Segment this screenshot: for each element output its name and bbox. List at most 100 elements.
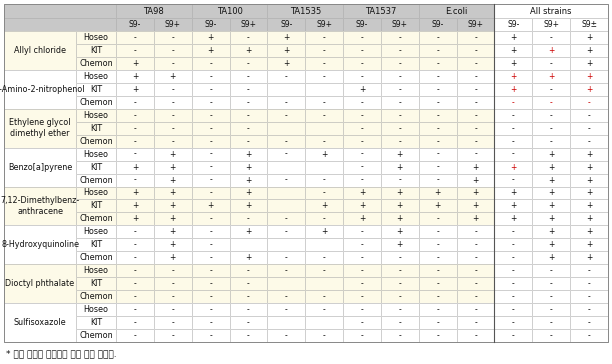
Text: -: - xyxy=(171,98,174,107)
Bar xyxy=(419,213,457,225)
Bar xyxy=(532,329,570,342)
Text: +: + xyxy=(548,201,554,210)
Bar xyxy=(343,96,381,109)
Bar xyxy=(343,44,381,57)
Bar xyxy=(76,225,116,238)
Bar xyxy=(116,31,154,44)
Bar xyxy=(343,83,381,96)
Bar xyxy=(76,251,116,264)
Bar xyxy=(532,161,570,174)
Bar xyxy=(570,31,608,44)
Bar xyxy=(154,135,192,148)
Text: -: - xyxy=(285,175,288,185)
Text: -: - xyxy=(171,279,174,288)
Bar xyxy=(381,161,419,174)
Bar xyxy=(343,225,381,238)
Bar xyxy=(419,225,457,238)
Bar xyxy=(381,135,419,148)
Text: +: + xyxy=(510,214,517,223)
Bar xyxy=(116,4,192,18)
Bar xyxy=(532,186,570,199)
Text: +: + xyxy=(359,189,365,198)
Text: -: - xyxy=(171,331,174,340)
Bar xyxy=(570,264,608,277)
Bar xyxy=(457,96,494,109)
Text: -: - xyxy=(133,98,136,107)
Bar xyxy=(419,303,457,316)
Text: +: + xyxy=(170,228,176,236)
Bar xyxy=(76,44,116,57)
Bar xyxy=(76,31,116,44)
Bar xyxy=(532,251,570,264)
Text: TA98: TA98 xyxy=(143,7,164,16)
Bar xyxy=(419,277,457,290)
Text: S9+: S9+ xyxy=(241,20,256,29)
Text: -: - xyxy=(323,189,326,198)
Text: +: + xyxy=(132,85,138,94)
Bar xyxy=(532,161,570,174)
Text: -: - xyxy=(133,33,136,42)
Bar xyxy=(570,96,608,109)
Bar xyxy=(381,251,419,264)
Text: -: - xyxy=(398,46,401,55)
Bar xyxy=(343,70,381,83)
Bar xyxy=(494,135,532,148)
Bar xyxy=(419,135,457,148)
Text: -: - xyxy=(323,305,326,314)
Bar xyxy=(381,213,419,225)
Bar xyxy=(267,70,305,83)
Bar xyxy=(154,316,192,329)
Bar xyxy=(457,251,494,264)
Bar xyxy=(230,135,267,148)
Bar xyxy=(457,161,494,174)
Bar xyxy=(154,251,192,264)
Text: -: - xyxy=(209,266,212,275)
Text: -: - xyxy=(360,46,364,55)
Text: -: - xyxy=(512,98,515,107)
Bar xyxy=(154,44,192,57)
Bar xyxy=(192,174,230,186)
Bar xyxy=(154,303,192,316)
Text: KIT: KIT xyxy=(90,124,102,133)
Bar xyxy=(570,109,608,122)
Bar xyxy=(230,122,267,135)
Bar xyxy=(267,251,305,264)
Text: -: - xyxy=(398,253,401,262)
Bar xyxy=(76,251,116,264)
Text: -: - xyxy=(209,72,212,81)
Bar xyxy=(154,148,192,161)
Bar xyxy=(116,161,154,174)
Bar xyxy=(192,44,230,57)
Bar xyxy=(76,277,116,290)
Bar xyxy=(305,238,343,251)
Text: -: - xyxy=(398,85,401,94)
Bar xyxy=(4,303,76,342)
Bar xyxy=(192,251,230,264)
Text: -: - xyxy=(474,150,477,159)
Bar xyxy=(532,18,570,31)
Bar xyxy=(494,161,532,174)
Bar xyxy=(154,96,192,109)
Text: -: - xyxy=(323,214,326,223)
Bar xyxy=(419,135,457,148)
Bar xyxy=(457,31,494,44)
Text: -: - xyxy=(474,279,477,288)
Bar xyxy=(192,70,230,83)
Text: -: - xyxy=(360,124,364,133)
Bar xyxy=(570,135,608,148)
Text: -: - xyxy=(474,331,477,340)
Bar xyxy=(192,161,230,174)
Bar xyxy=(192,199,230,213)
Text: -: - xyxy=(474,253,477,262)
Text: 4-Amino-2-nitrophenol: 4-Amino-2-nitrophenol xyxy=(0,85,85,94)
Bar xyxy=(494,109,532,122)
Bar xyxy=(494,264,532,277)
Bar xyxy=(267,316,305,329)
Bar xyxy=(419,18,457,31)
Bar xyxy=(192,4,267,18)
Bar xyxy=(570,18,608,31)
Bar xyxy=(381,70,419,83)
Text: -: - xyxy=(398,175,401,185)
Bar xyxy=(457,44,494,57)
Bar xyxy=(570,329,608,342)
